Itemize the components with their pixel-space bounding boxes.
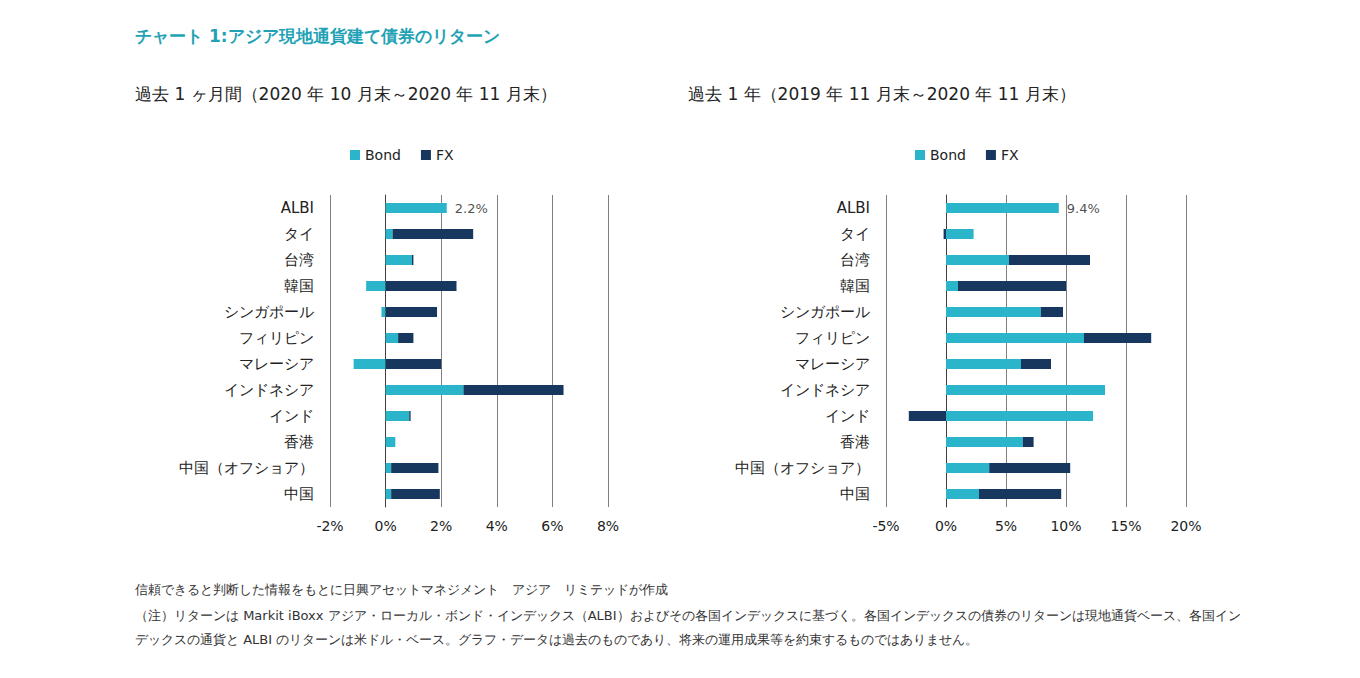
svg-text:0%: 0% [935,518,957,534]
svg-text:2%: 2% [430,518,452,534]
svg-text:中国: 中国 [840,485,870,503]
svg-text:FX: FX [1001,147,1019,163]
svg-text:フィリピン: フィリピン [795,329,870,347]
svg-text:FX: FX [436,147,454,163]
svg-text:タイ: タイ [840,225,870,243]
svg-text:香港: 香港 [284,433,314,451]
svg-text:タイ: タイ [284,225,314,243]
svg-text:Bond: Bond [930,147,966,163]
svg-text:ALBI: ALBI [837,199,870,217]
svg-text:チャート 1:アジア現地通貨建て債券のリターン: チャート 1:アジア現地通貨建て債券のリターン [135,26,500,46]
svg-text:台湾: 台湾 [284,251,314,269]
svg-text:-5%: -5% [872,518,899,534]
svg-text:Bond: Bond [365,147,401,163]
svg-text:中国: 中国 [284,485,314,503]
svg-text:マレーシア: マレーシア [239,355,314,373]
svg-text:15%: 15% [1110,518,1141,534]
svg-text:-2%: -2% [316,518,343,534]
svg-text:過去 1 ヶ月間（2020 年 10 月末～2020 年 1: 過去 1 ヶ月間（2020 年 10 月末～2020 年 11 月末） [135,84,557,104]
svg-text:2.2%: 2.2% [455,201,488,216]
svg-text:5%: 5% [995,518,1017,534]
svg-text:インドネシア: インドネシア [780,381,870,399]
svg-text:香港: 香港 [840,433,870,451]
svg-text:信頼できると判断した情報をもとに日興アセットマネジメント ア: 信頼できると判断した情報をもとに日興アセットマネジメント アジア リミテッドが作… [135,582,668,597]
svg-text:4%: 4% [486,518,508,534]
svg-text:デックスの通貨と ALBI のリターンは米ドル・ベース。グラ: デックスの通貨と ALBI のリターンは米ドル・ベース。グラフ・データは過去のも… [135,632,978,647]
svg-text:インド: インド [825,407,870,425]
svg-text:マレーシア: マレーシア [795,355,870,373]
svg-text:20%: 20% [1170,518,1201,534]
svg-text:過去 1 年（2019 年 11 月末～2020 年 11: 過去 1 年（2019 年 11 月末～2020 年 11 月末） [688,84,1076,104]
svg-text:フィリピン: フィリピン [239,329,314,347]
svg-text:韓国: 韓国 [284,277,314,295]
svg-text:6%: 6% [541,518,563,534]
svg-text:0%: 0% [374,518,396,534]
svg-text:シンガポール: シンガポール [224,303,314,321]
svg-text:中国（オフショア）: 中国（オフショア） [179,459,314,477]
svg-text:韓国: 韓国 [840,277,870,295]
svg-text:ALBI: ALBI [281,199,314,217]
svg-text:（注）リターンは Markit iBoxx アジア・ローカル: （注）リターンは Markit iBoxx アジア・ローカル・ボンド・インデック… [135,608,1241,623]
svg-text:台湾: 台湾 [840,251,870,269]
svg-text:インド: インド [269,407,314,425]
svg-text:9.4%: 9.4% [1067,201,1100,216]
svg-text:中国（オフショア）: 中国（オフショア） [735,459,870,477]
svg-text:10%: 10% [1050,518,1081,534]
svg-text:8%: 8% [597,518,619,534]
svg-text:シンガポール: シンガポール [780,303,870,321]
svg-text:インドネシア: インドネシア [224,381,314,399]
